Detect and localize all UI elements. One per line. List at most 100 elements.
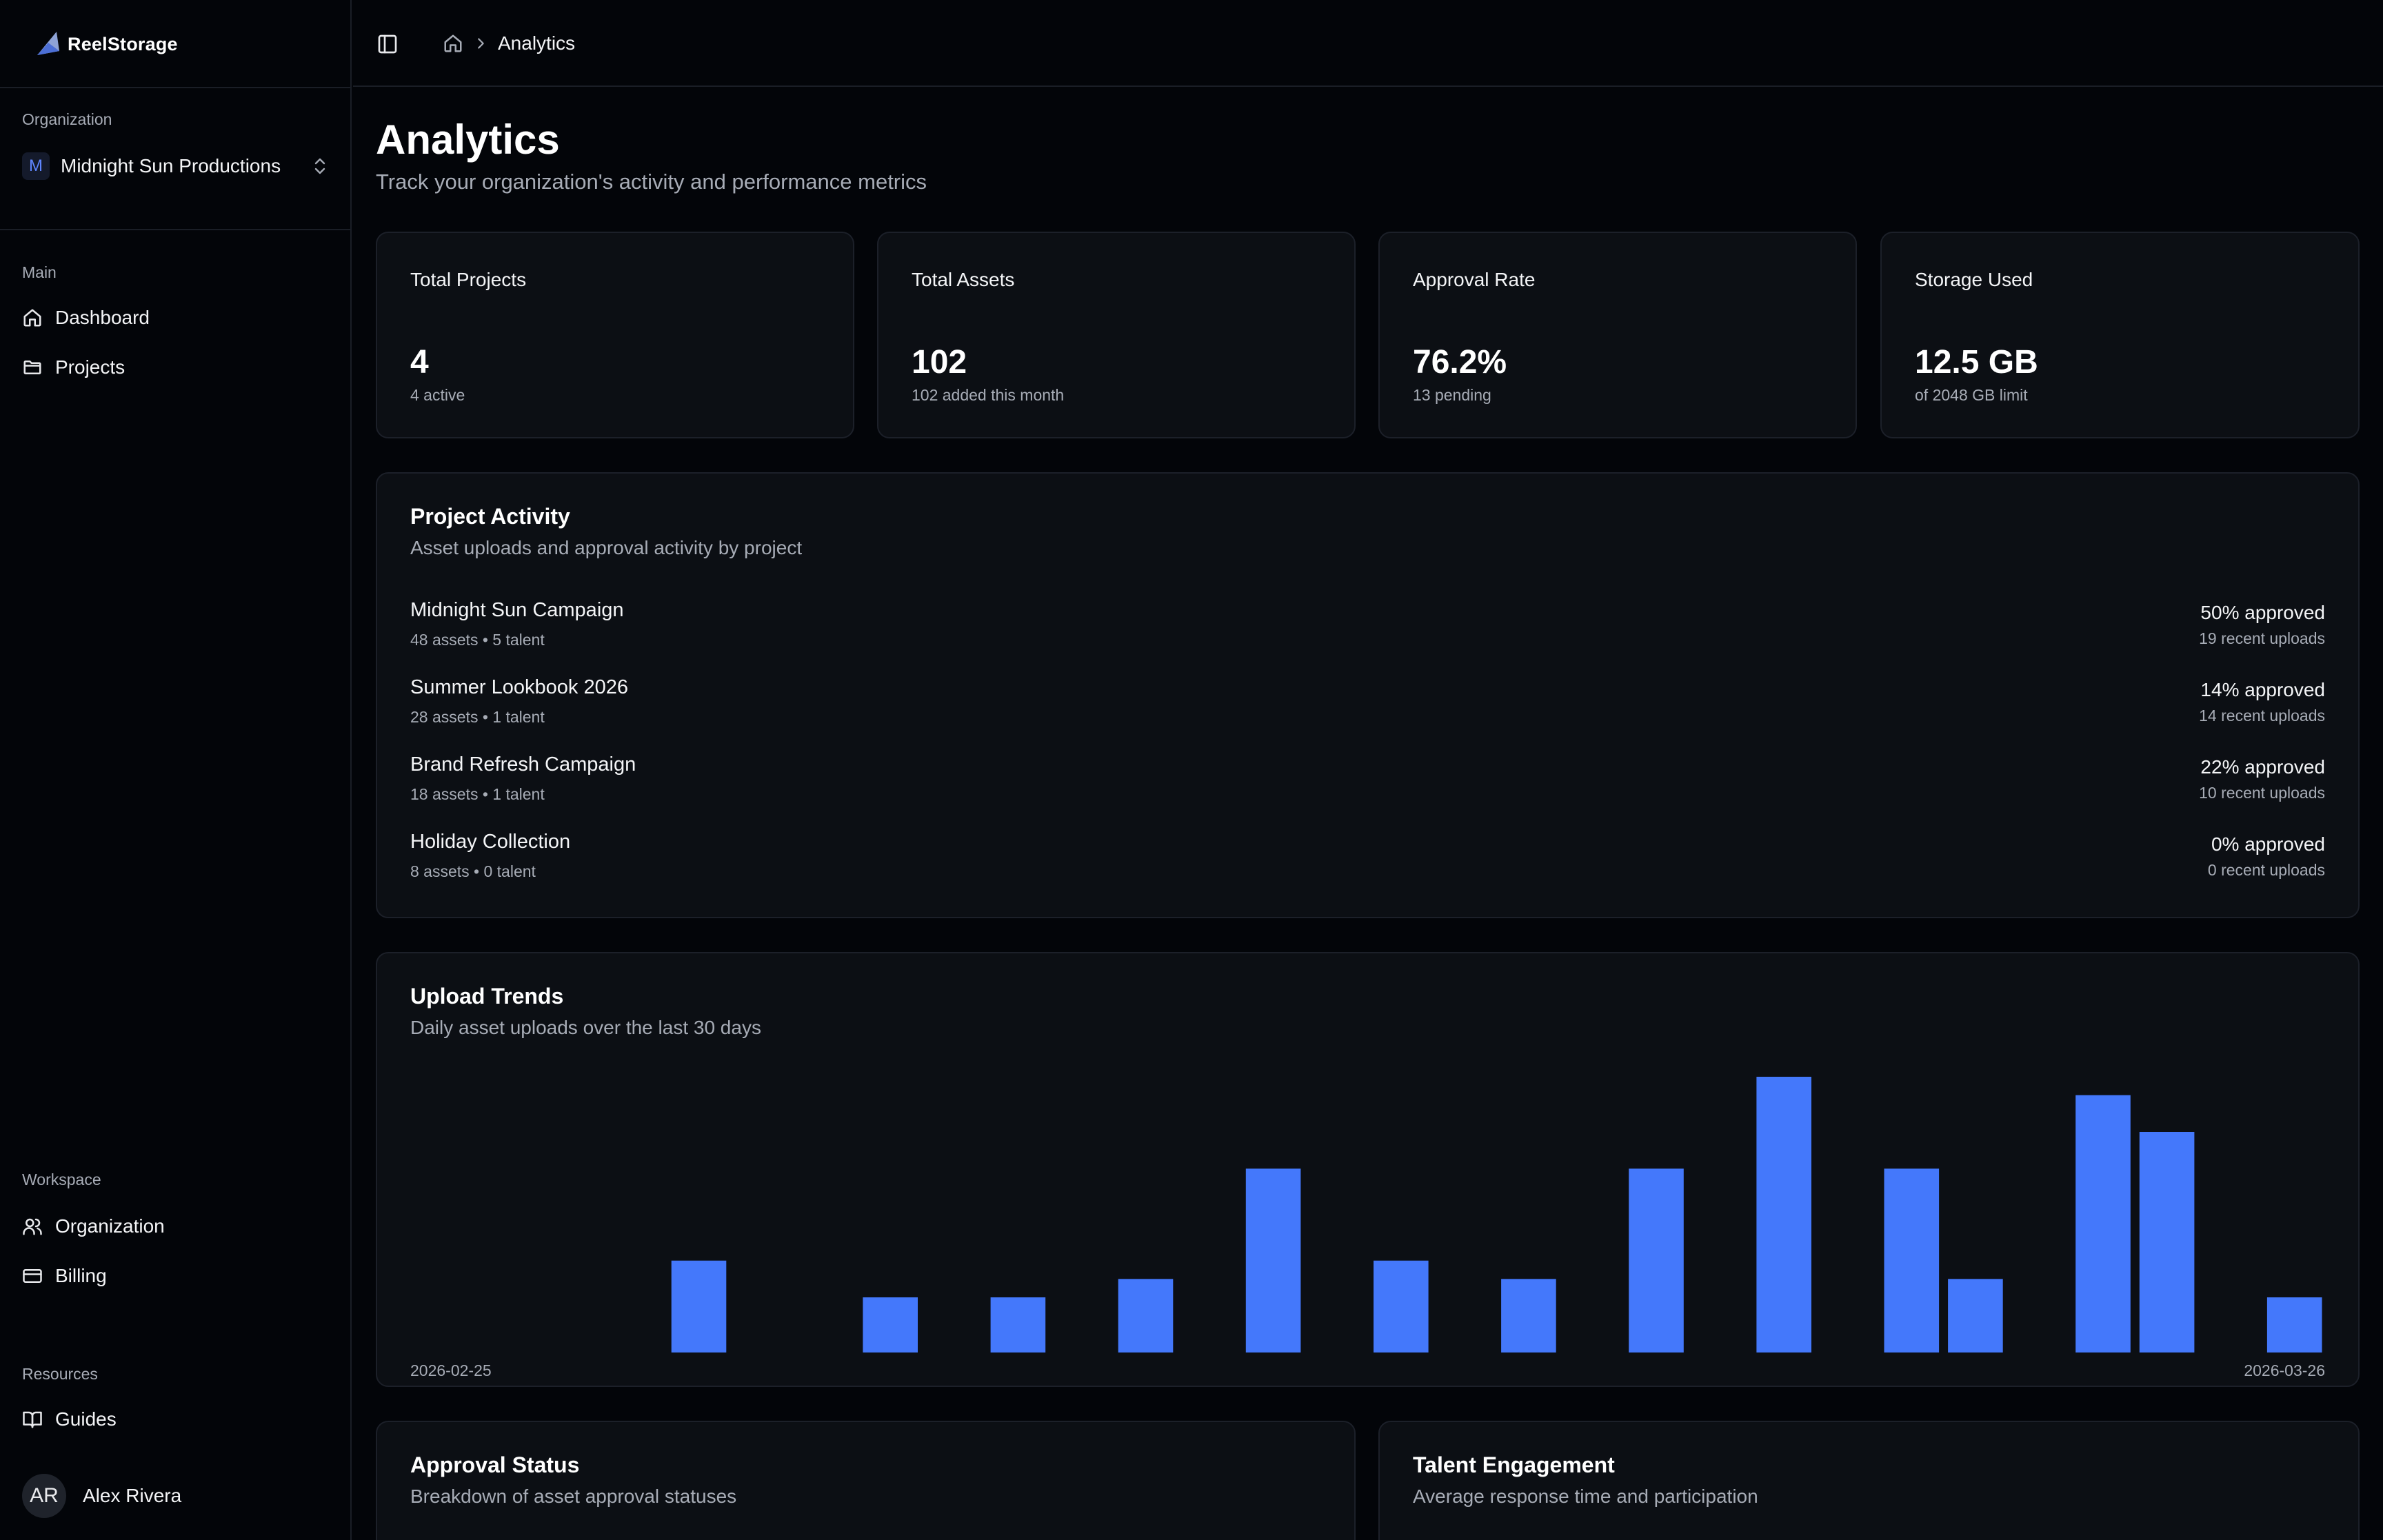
topbar: Analytics	[353, 0, 2383, 87]
stat-value: 76.2%	[1413, 344, 1507, 381]
nav-projects[interactable]: Projects	[22, 350, 125, 385]
chart-bar-2026-03-20[interactable]	[1884, 1168, 1940, 1352]
nav-dashboard-label: Dashboard	[55, 307, 150, 328]
user-name: Alex Rivera	[83, 1485, 182, 1506]
chart-bar-2026-03-23[interactable]	[2075, 1095, 2131, 1352]
nav-dashboard[interactable]: Dashboard	[22, 301, 150, 335]
x-axis-start-label: 2026-02-25	[410, 1361, 492, 1379]
workspace-section-label: Workspace	[22, 1171, 101, 1188]
card-subtitle: Breakdown of asset approval statuses	[410, 1486, 737, 1507]
nav-guides[interactable]: Guides	[22, 1402, 117, 1437]
project-uploads: 14 recent uploads	[2199, 707, 2325, 725]
stat-value: 12.5 GB	[1915, 344, 2038, 381]
project-approved: 22% approved	[2200, 756, 2325, 778]
card-title: Approval Status	[410, 1452, 580, 1477]
project-meta: 18 assets • 1 talent	[410, 785, 545, 803]
card-title: Project Activity	[410, 504, 570, 529]
user-menu[interactable]: AR Alex Rivera	[22, 1474, 181, 1518]
main-section-label: Main	[22, 263, 57, 281]
project-approved: 50% approved	[2200, 602, 2325, 623]
stat-label: Approval Rate	[1413, 269, 1536, 290]
card-title: Upload Trends	[410, 984, 564, 1009]
card-subtitle: Average response time and participation	[1413, 1486, 1758, 1507]
chevron-up-down-icon	[314, 158, 325, 174]
book-icon	[23, 1411, 42, 1428]
credit-card-icon	[23, 1269, 42, 1283]
upload-trends-chart	[671, 1077, 2322, 1352]
project-approved: 0% approved	[2211, 833, 2325, 855]
chart-bar-2026-03-04[interactable]	[863, 1297, 918, 1352]
project-uploads: 0 recent uploads	[2207, 861, 2325, 879]
nav-organization[interactable]: Organization	[22, 1209, 165, 1244]
approval-status-card: Approval Status Breakdown of asset appro…	[376, 1421, 1356, 1540]
org-name: Midnight Sun Productions	[61, 155, 281, 176]
project-row[interactable]: Summer Lookbook 2026 28 assets • 1 talen…	[410, 676, 2325, 731]
chart-bar-2026-03-26[interactable]	[2266, 1297, 2322, 1352]
project-activity-card: Project Activity Asset uploads and appro…	[376, 472, 2360, 918]
org-badge: M	[22, 152, 50, 180]
chart-bar-2026-03-21[interactable]	[1948, 1279, 2003, 1352]
chart-bar-2026-03-12[interactable]	[1374, 1260, 1429, 1352]
brand[interactable]: ReelStorage	[34, 30, 178, 58]
stat-value: 102	[912, 344, 967, 381]
nav-billing-label: Billing	[55, 1265, 107, 1286]
chart-bar-2026-03-10[interactable]	[1245, 1168, 1301, 1352]
stat-label: Storage Used	[1915, 269, 2033, 290]
sidebar-divider	[0, 229, 352, 230]
chart-bar-2026-03-16[interactable]	[1629, 1168, 1684, 1352]
chart-bar-2026-03-18[interactable]	[1756, 1077, 1811, 1352]
project-name: Summer Lookbook 2026	[410, 676, 628, 698]
sidebar-divider	[0, 87, 352, 88]
project-name: Midnight Sun Campaign	[410, 599, 624, 621]
chevron-right-icon	[478, 38, 484, 49]
stat-subtext: 4 active	[410, 386, 465, 404]
stat-subtext: of 2048 GB limit	[1915, 386, 2028, 404]
nav-billing[interactable]: Billing	[22, 1259, 107, 1293]
org-section-label: Organization	[22, 110, 112, 128]
stat-card-storage-used: Storage Used 12.5 GB of 2048 GB limit	[1880, 232, 2360, 438]
stat-card-total-assets: Total Assets 102 102 added this month	[877, 232, 1356, 438]
x-axis-end-label: 2026-03-26	[2244, 1361, 2325, 1379]
page-title: Analytics	[376, 116, 560, 163]
nav-guides-label: Guides	[55, 1408, 117, 1430]
project-uploads: 10 recent uploads	[2199, 784, 2325, 802]
avatar: AR	[22, 1474, 66, 1518]
folder-icon	[23, 361, 41, 374]
brand-name: ReelStorage	[68, 33, 178, 54]
project-row[interactable]: Brand Refresh Campaign 18 assets • 1 tal…	[410, 753, 2325, 809]
home-icon	[23, 309, 41, 327]
org-switcher[interactable]: M Midnight Sun Productions	[22, 150, 332, 182]
page-subtitle: Track your organization's activity and p…	[376, 170, 927, 194]
project-meta: 48 assets • 5 talent	[410, 631, 545, 649]
stat-subtext: 13 pending	[1413, 386, 1491, 404]
chart-bar-2026-03-08[interactable]	[1118, 1279, 1174, 1352]
project-name: Brand Refresh Campaign	[410, 753, 636, 776]
users-icon	[23, 1218, 42, 1235]
breadcrumb: Analytics	[443, 30, 575, 57]
chart-bar-2026-03-06[interactable]	[990, 1297, 1046, 1352]
project-name: Holiday Collection	[410, 831, 571, 853]
card-subtitle: Asset uploads and approval activity by p…	[410, 537, 803, 558]
project-meta: 8 assets • 0 talent	[410, 862, 536, 880]
card-subtitle: Daily asset uploads over the last 30 day…	[410, 1017, 761, 1038]
stat-label: Total Projects	[410, 269, 527, 290]
sidebar-toggle-icon[interactable]	[376, 33, 399, 55]
chart-bar-2026-03-14[interactable]	[1501, 1279, 1556, 1352]
project-uploads: 19 recent uploads	[2199, 629, 2325, 647]
chart-bar-2026-03-24[interactable]	[2139, 1132, 2195, 1352]
sidebar: ReelStorage Organization M Midnight Sun …	[0, 0, 352, 1540]
project-approved: 14% approved	[2200, 679, 2325, 700]
resources-section-label: Resources	[22, 1365, 98, 1383]
stat-value: 4	[410, 344, 429, 381]
stat-card-approval-rate: Approval Rate 76.2% 13 pending	[1378, 232, 1857, 438]
upload-trends-card: Upload Trends Daily asset uploads over t…	[376, 952, 2360, 1387]
nav-projects-label: Projects	[55, 356, 125, 378]
talent-engagement-card: Talent Engagement Average response time …	[1378, 1421, 2360, 1540]
project-meta: 28 assets • 1 talent	[410, 708, 545, 726]
nav-organization-label: Organization	[55, 1215, 165, 1237]
project-row[interactable]: Holiday Collection 8 assets • 0 talent 0…	[410, 831, 2325, 886]
chart-bar-2026-03-01[interactable]	[671, 1260, 727, 1352]
home-icon[interactable]	[443, 33, 463, 54]
card-title: Talent Engagement	[1413, 1452, 1615, 1477]
project-row[interactable]: Midnight Sun Campaign 48 assets • 5 tale…	[410, 599, 2325, 654]
